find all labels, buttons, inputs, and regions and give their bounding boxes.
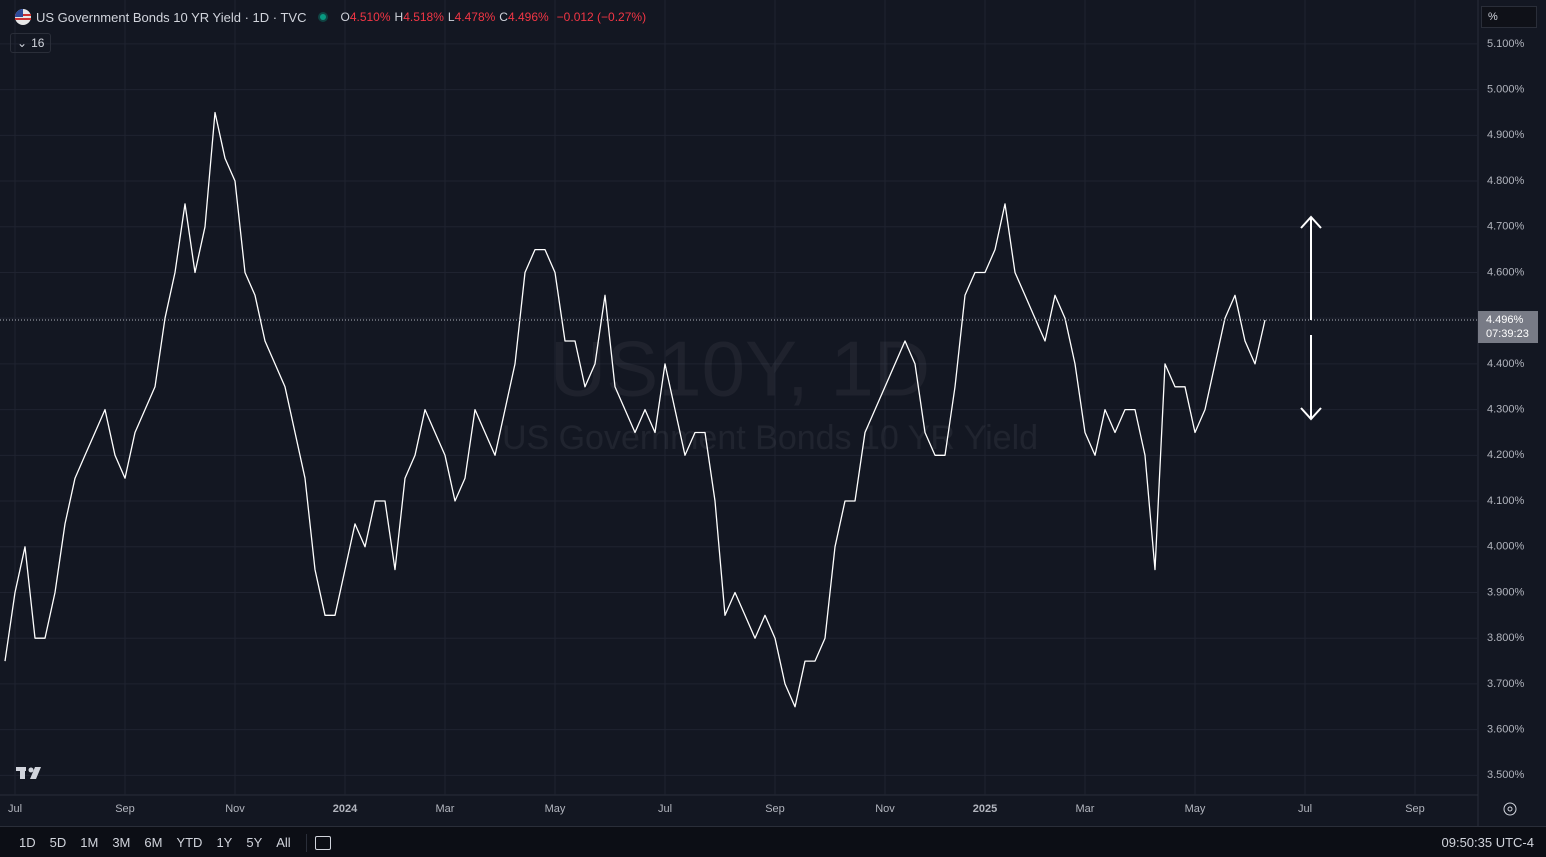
background [0, 0, 1546, 826]
ohlc-value: 4.510% [349, 10, 391, 24]
clock: 09:50:35 UTC-4 [1441, 835, 1535, 850]
chart: US10Y, 1D US Government Bonds 10 YR Yiel… [0, 0, 1546, 826]
y-tick-label: 4.200% [1487, 449, 1525, 461]
watermark-description: US Government Bonds 10 YR Yield [502, 419, 1038, 457]
x-tick-label: 2024 [333, 803, 358, 815]
change: −0.012 (−0.27%) [556, 10, 647, 24]
y-tick-label: 4.700% [1487, 221, 1525, 233]
ohlc-value: 4.518% [403, 10, 444, 24]
x-tick-label: Nov [225, 803, 245, 815]
range-button[interactable]: YTD [176, 835, 203, 850]
range-button[interactable]: 5D [49, 835, 67, 850]
indicator-count: 16 [31, 36, 45, 50]
y-tick-label: 5.000% [1487, 84, 1525, 96]
x-tick-label: Mar [1076, 803, 1095, 815]
x-tick-label: Jul [1298, 803, 1312, 815]
range-button[interactable]: 3M [112, 835, 131, 850]
ohlc-value: 4.478% [454, 10, 496, 24]
y-tick-label: 3.500% [1487, 769, 1525, 781]
price-line [4, 111, 1266, 708]
flag-icon [15, 9, 31, 25]
date-range-icon[interactable] [314, 835, 331, 850]
arrow-head [1300, 215, 1322, 229]
x-tick-label: Sep [115, 803, 135, 815]
range-button[interactable]: 1Y [216, 835, 233, 850]
watermark-symbol: US10Y, 1D [550, 325, 930, 413]
symbol-title[interactable]: US Government Bonds 10 YR Yield · 1D · T… [36, 9, 307, 25]
x-tick-label: Jul [8, 803, 22, 815]
countdown-label: 07:39:23 [1486, 328, 1529, 340]
chevron: ⌄ [17, 36, 28, 50]
x-tick-label: Sep [765, 803, 785, 815]
x-tick-label: Mar [436, 803, 455, 815]
x-tick-label: Sep [1405, 803, 1425, 815]
x-tick-label: Nov [875, 803, 895, 815]
x-tick-label: Jul [658, 803, 672, 815]
last-price-label: 4.496% [1486, 314, 1524, 326]
y-tick-label: 3.800% [1487, 632, 1525, 644]
last-price-box [1478, 311, 1538, 344]
range-button[interactable]: 6M [144, 835, 163, 850]
separator [305, 833, 307, 852]
ohlc-label: H [394, 10, 404, 24]
y-tick-label: 3.700% [1487, 678, 1525, 690]
y-tick-label: 3.600% [1487, 724, 1525, 736]
ohlc-values: O4.510% H4.518% L4.478% C4.496% [340, 10, 552, 24]
ohlc-value: 4.496% [507, 10, 549, 24]
indicator-toggle[interactable]: ⌄ 16 [10, 33, 52, 53]
range-button[interactable]: 1D [19, 835, 36, 850]
range-button[interactable]: 1M [80, 835, 99, 850]
ohlc-label: L [447, 10, 455, 24]
range-button[interactable]: 5Y [246, 835, 263, 850]
y-tick-label: 4.100% [1487, 495, 1525, 507]
scale-unit[interactable]: % [1481, 6, 1537, 28]
market-status [318, 12, 329, 22]
x-tick-label: May [545, 803, 566, 815]
y-tick-label: 4.300% [1487, 404, 1525, 416]
x-tick-label: May [1185, 803, 1206, 815]
y-tick-label: 5.100% [1487, 38, 1525, 50]
bottom-toolbar: 1D 5D 1M 3M 6M YTD 1Y 5Y All 09:50:35 UTC-4 [0, 826, 1546, 857]
range-button[interactable]: All [276, 835, 291, 850]
settings-icon[interactable] [1503, 802, 1517, 816]
legend-header: US Government Bonds 10 YR Yield · 1D · T… [14, 8, 646, 26]
y-tick-label: 4.900% [1487, 129, 1525, 141]
y-tick-label: 3.900% [1487, 586, 1525, 598]
measure-arrow [1300, 215, 1322, 421]
y-tick-label: 4.400% [1487, 358, 1525, 370]
arrow-head [1300, 407, 1322, 421]
y-tick-label: 4.600% [1487, 266, 1525, 278]
y-tick-label: 4.800% [1487, 175, 1525, 187]
ohlc-label: C [499, 10, 508, 24]
x-tick-label: 2025 [973, 803, 997, 815]
ohlc-label: O [340, 10, 350, 24]
tv-logo [16, 767, 41, 779]
y-tick-label: 4.000% [1487, 541, 1525, 553]
